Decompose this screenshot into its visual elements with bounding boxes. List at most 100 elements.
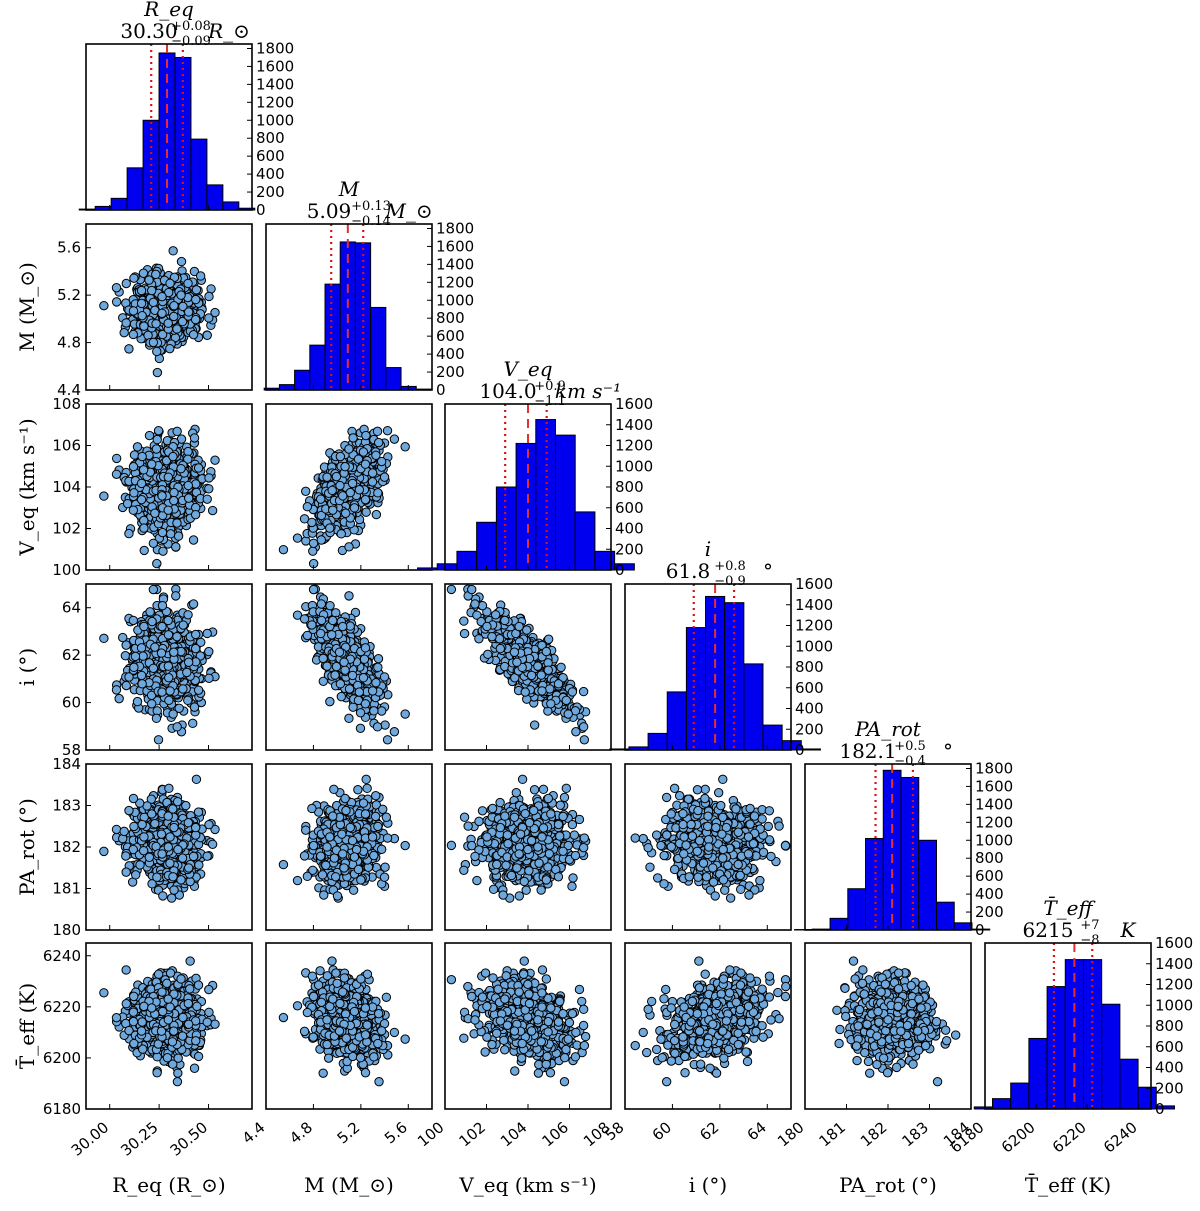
scatter-point — [164, 672, 174, 683]
scatter-point — [136, 478, 147, 489]
scatter-point — [204, 646, 214, 657]
hist-tick-label: 0 — [256, 201, 266, 219]
y-tick-label: 64 — [62, 599, 81, 617]
y-axis-label: M (M_⊙) — [15, 262, 39, 352]
scatter-point — [136, 285, 147, 296]
scatter-point — [99, 491, 109, 501]
hist-tick-label: 200 — [436, 363, 465, 381]
scatter-point — [150, 642, 160, 652]
scatter-point — [543, 634, 554, 644]
scatter-point — [459, 628, 470, 639]
scatter-point — [188, 718, 198, 729]
scatter-point — [183, 695, 193, 706]
hist-tick-label: 200 — [256, 183, 285, 201]
scatter-point — [336, 529, 346, 539]
scatter-point — [157, 600, 168, 611]
panel-title-value: 104.0 — [479, 379, 536, 403]
scatter-point — [344, 591, 354, 601]
hist-tick-label: 1400 — [436, 255, 474, 273]
y-tick-label: 100 — [52, 561, 81, 579]
scatter-point — [563, 709, 573, 719]
hist-tick-label: 600 — [615, 499, 644, 517]
scatter-point — [322, 661, 332, 671]
scatter-point — [545, 684, 555, 694]
scatter-point — [331, 661, 342, 672]
scatter-point — [537, 686, 547, 696]
scatter-point — [373, 662, 383, 673]
scatter-point — [129, 273, 139, 283]
scatter-point — [138, 651, 148, 661]
scatter-point — [512, 657, 522, 667]
scatter-point — [169, 495, 179, 506]
panel-req-m: 4.44.85.25.6M (M_⊙) — [15, 223, 253, 399]
scatter-point — [204, 473, 214, 483]
scatter-point — [331, 471, 342, 482]
scatter-point — [111, 469, 122, 479]
hist-bar — [190, 138, 208, 211]
scatter-point — [556, 662, 566, 673]
hist-tick-label: 800 — [256, 129, 285, 147]
scatter-point — [302, 630, 313, 641]
hist-tick-label: 1800 — [436, 219, 474, 237]
scatter-point — [152, 367, 163, 378]
scatter-point — [183, 493, 194, 503]
scatter-point — [158, 546, 168, 556]
scatter-point — [148, 584, 159, 595]
scatter-point — [148, 663, 159, 673]
scatter-point — [145, 607, 155, 617]
scatter-point — [336, 691, 347, 702]
scatter-point — [138, 465, 149, 475]
scatter-point — [148, 297, 159, 308]
scatter-point — [514, 621, 524, 632]
scatter-point — [204, 673, 214, 683]
y-tick-label: 4.8 — [57, 334, 81, 352]
scatter-point — [299, 614, 310, 624]
scatter-point — [129, 450, 140, 460]
scatter-point — [188, 329, 199, 340]
scatter-point — [172, 324, 182, 334]
scatter-point — [487, 631, 497, 642]
scatter-point — [389, 727, 400, 737]
scatter-point — [144, 430, 155, 441]
scatter-point — [164, 695, 174, 706]
scatter-point — [578, 722, 589, 732]
scatter-point — [371, 450, 381, 461]
scatter-point — [361, 507, 371, 517]
scatter-point — [322, 472, 332, 482]
scatter-point — [482, 621, 492, 632]
scatter-point — [148, 337, 159, 348]
scatter-point — [382, 425, 393, 436]
scatter-point — [470, 599, 480, 609]
scatter-point — [157, 687, 167, 697]
scatter-point — [165, 529, 176, 539]
hist-tick-label: 1200 — [256, 93, 294, 111]
scatter-point — [400, 442, 410, 452]
hist-tick-label: 600 — [256, 147, 285, 165]
scatter-point — [129, 488, 139, 498]
scatter-point — [204, 291, 214, 302]
scatter-point — [128, 615, 139, 626]
scatter-point — [111, 685, 122, 695]
scatter-point — [500, 615, 510, 626]
scatter-point — [119, 327, 129, 338]
scatter-point — [325, 696, 335, 707]
hist-bar — [456, 550, 478, 571]
scatter-point — [157, 491, 167, 501]
scatter-point — [151, 713, 162, 724]
scatter-point — [193, 685, 204, 695]
scatter-point — [146, 285, 157, 296]
scatter-point — [543, 665, 554, 675]
scatter-point — [144, 275, 154, 285]
scatter-point — [355, 708, 366, 718]
panel-veq-veq: 02004006008001000120014001600V_eq104.0+0… — [417, 357, 653, 579]
scatter-point — [355, 723, 366, 734]
scatter-point — [147, 616, 157, 627]
y-tick-label: 106 — [52, 437, 81, 455]
panel-req-req: 020040060080010001200140016001800R_eq30.… — [78, 0, 294, 219]
scatter-point — [121, 640, 131, 650]
scatter-point — [376, 706, 387, 716]
hist-tick-label: 1000 — [436, 291, 474, 309]
scatter-point — [153, 425, 164, 436]
hist-tick-label: 1400 — [615, 416, 653, 434]
